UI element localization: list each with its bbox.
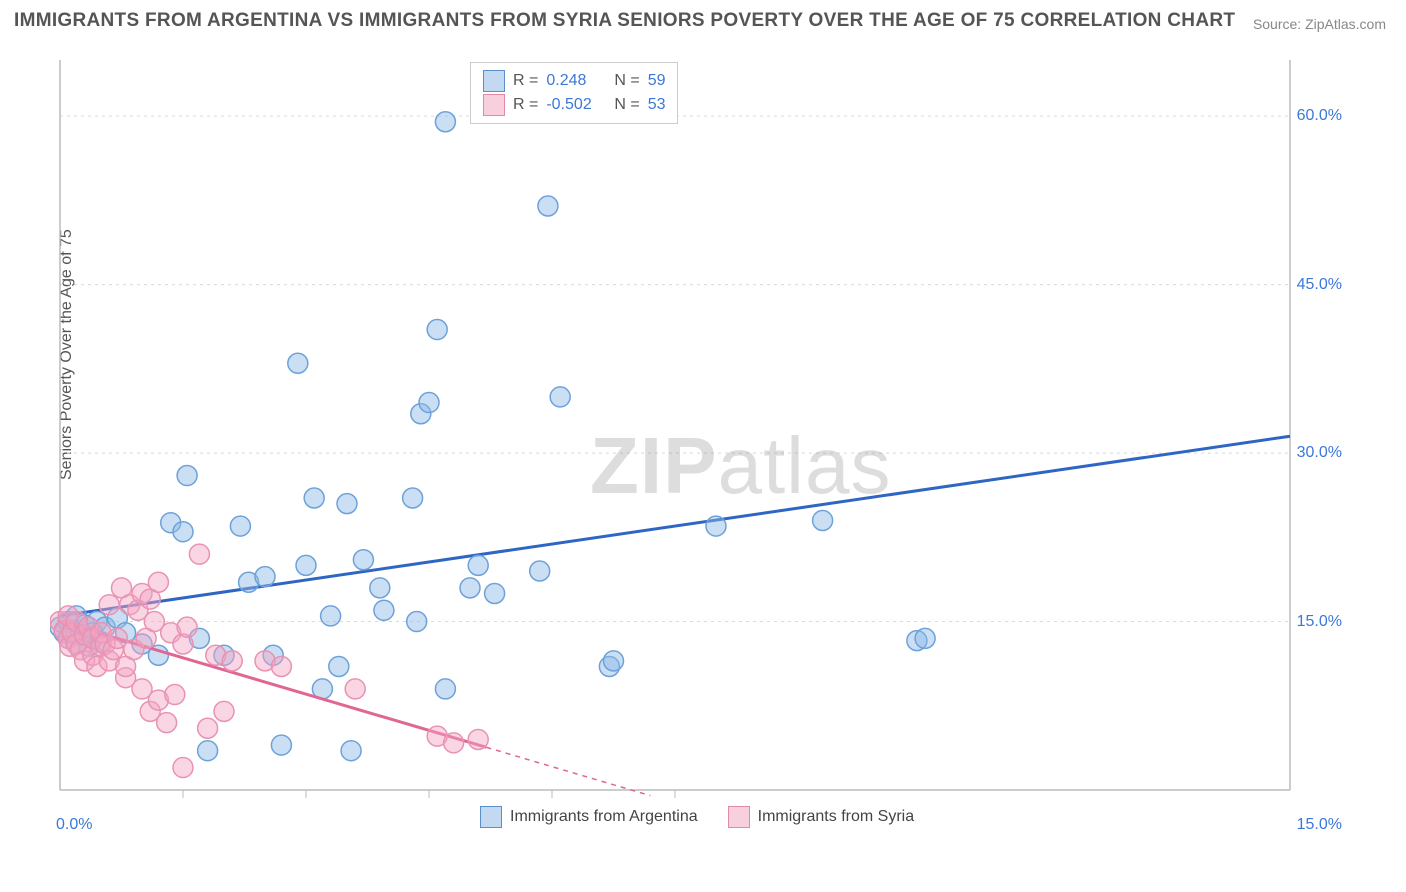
swatch-argentina (483, 70, 505, 92)
n-value-syria: 53 (648, 93, 666, 117)
correlation-stats-box: R = 0.248 N = 59 R = -0.502 N = 53 (470, 62, 678, 124)
n-label: N = (614, 69, 639, 93)
r-value-syria: -0.502 (546, 93, 606, 117)
swatch-argentina-icon (480, 806, 502, 828)
y-tick-label: 60.0% (1297, 107, 1342, 125)
r-label: R = (513, 93, 538, 117)
chart-title: IMMIGRANTS FROM ARGENTINA VS IMMIGRANTS … (14, 10, 1235, 32)
r-value-argentina: 0.248 (546, 69, 606, 93)
scatter-plot (50, 50, 1350, 830)
legend-label-syria: Immigrants from Syria (758, 808, 914, 826)
chart-area: Seniors Poverty Over the Age of 75 ZIPat… (50, 50, 1350, 830)
legend-item-argentina: Immigrants from Argentina (480, 806, 698, 828)
swatch-syria-icon (728, 806, 750, 828)
y-tick-label: 30.0% (1297, 444, 1342, 462)
n-value-argentina: 59 (648, 69, 666, 93)
legend-item-syria: Immigrants from Syria (728, 806, 914, 828)
x-tick-label: 0.0% (56, 816, 92, 834)
stats-row-argentina: R = 0.248 N = 59 (483, 69, 665, 93)
source-attribution: Source: ZipAtlas.com (1253, 16, 1386, 32)
x-tick-label: 15.0% (1297, 816, 1342, 834)
stats-row-syria: R = -0.502 N = 53 (483, 93, 665, 117)
legend: Immigrants from Argentina Immigrants fro… (480, 806, 914, 828)
r-label: R = (513, 69, 538, 93)
y-tick-label: 15.0% (1297, 613, 1342, 631)
y-tick-label: 45.0% (1297, 276, 1342, 294)
legend-label-argentina: Immigrants from Argentina (510, 808, 698, 826)
swatch-syria (483, 94, 505, 116)
n-label: N = (614, 93, 639, 117)
